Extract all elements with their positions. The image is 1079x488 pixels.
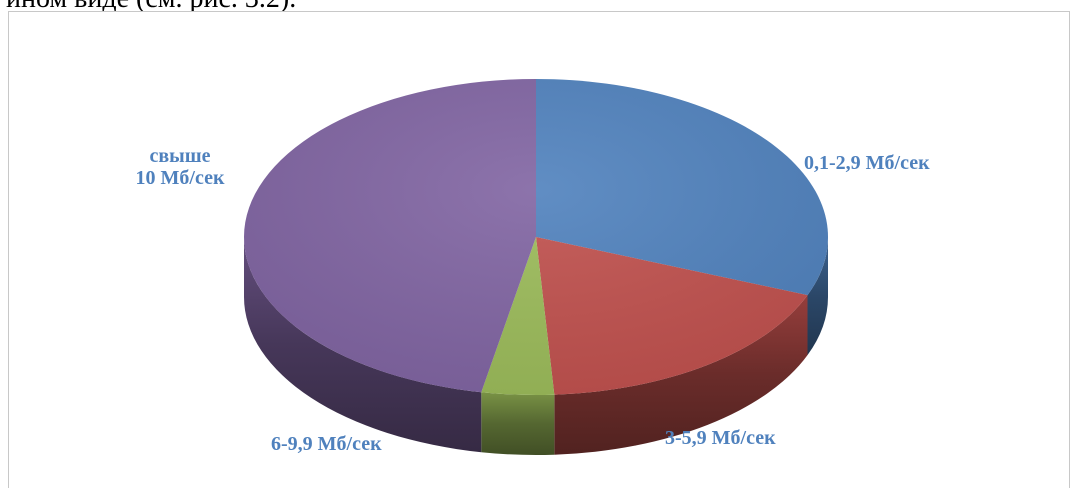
pie-side-свыше-10-мб-сек (244, 237, 482, 453)
body-text-fragment: ином виде (см. рис. 3.2). (6, 0, 296, 15)
pie-side-3-5-9-мб-сек (554, 295, 808, 455)
pie-side-0-1-2-9-мб-сек (807, 237, 828, 356)
pie-side-6-9-9-мб-сек (481, 392, 555, 456)
slice-label-over-10: свыше 10 Мб/сек (115, 145, 245, 189)
slice-label-0-1-2-9: 0,1-2,9 Мб/сек (804, 152, 930, 174)
slice-label-3-5-9: 3-5,9 Мб/сек (665, 427, 776, 449)
slice-label-over-10-line2: 10 Мб/сек (135, 167, 225, 189)
pie-top-highlight (244, 79, 828, 395)
slice-label-6-9-9: 6-9,9 Мб/сек (271, 433, 382, 455)
slice-label-over-10-line1: свыше (149, 145, 211, 167)
